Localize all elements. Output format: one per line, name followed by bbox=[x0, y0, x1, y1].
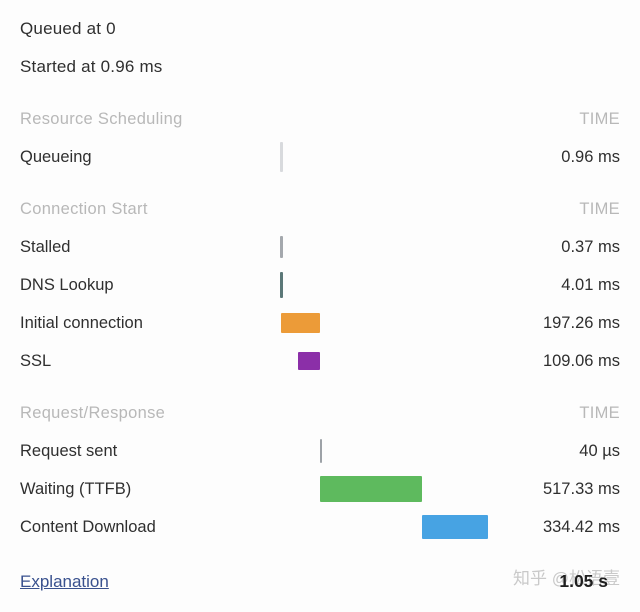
time-column-header: TIME bbox=[579, 403, 620, 422]
timing-row-label: Queueing bbox=[20, 147, 92, 166]
timing-row-label: Content Download bbox=[20, 517, 156, 536]
timing-row: Waiting (TTFB) 517.33 ms bbox=[20, 470, 620, 508]
watermark: 知乎 @松语壹 bbox=[513, 569, 620, 588]
timing-bar bbox=[281, 313, 320, 333]
section-title: Connection Start bbox=[20, 199, 148, 218]
timing-bar bbox=[298, 352, 320, 370]
timing-row-label: Waiting (TTFB) bbox=[20, 479, 132, 498]
timing-bar bbox=[280, 236, 283, 258]
timing-track bbox=[280, 138, 485, 176]
timing-row: Stalled 0.37 ms bbox=[20, 228, 620, 266]
timing-row: Initial connection 197.26 ms bbox=[20, 304, 620, 342]
explanation-link[interactable]: Explanation bbox=[20, 572, 109, 591]
timing-row: SSL 109.06 ms bbox=[20, 342, 620, 380]
timing-row: Request sent 40 µs bbox=[20, 432, 620, 470]
timing-section: Request/Response TIME Request sent 40 µs… bbox=[20, 394, 620, 546]
timing-row-value: 4.01 ms bbox=[561, 275, 620, 294]
timing-bar bbox=[280, 142, 283, 172]
section-rows: Stalled 0.37 ms DNS Lookup 4.01 ms Initi… bbox=[20, 228, 620, 380]
section-rows: Queueing 0.96 ms bbox=[20, 138, 620, 176]
timing-row-value: 334.42 ms bbox=[542, 517, 620, 536]
timing-section-header: Resource Scheduling TIME bbox=[20, 100, 620, 138]
timing-row: Content Download 334.42 ms bbox=[20, 508, 620, 546]
timing-track bbox=[280, 508, 488, 546]
timing-bar bbox=[421, 515, 488, 539]
timing-row-value: 197.26 ms bbox=[542, 313, 620, 332]
timing-row: Queueing 0.96 ms bbox=[20, 138, 620, 176]
timing-track bbox=[280, 470, 485, 508]
timing-bar bbox=[319, 476, 422, 502]
timing-section-header: Request/Response TIME bbox=[20, 394, 620, 432]
timing-bar bbox=[280, 272, 283, 298]
timing-row-value: 517.33 ms bbox=[542, 479, 620, 498]
timing-row-label: Initial connection bbox=[20, 313, 143, 332]
timing-row-label: Request sent bbox=[20, 441, 118, 460]
section-title: Request/Response bbox=[20, 403, 166, 422]
timing-section-header: Connection Start TIME bbox=[20, 190, 620, 228]
section-rows: Request sent 40 µs Waiting (TTFB) 517.33… bbox=[20, 432, 620, 546]
section-title: Resource Scheduling bbox=[20, 109, 183, 128]
footer: Explanation 知乎 @松语壹 1.05 s bbox=[20, 562, 620, 602]
timing-row-value: 40 µs bbox=[579, 441, 620, 460]
timing-row-value: 109.06 ms bbox=[542, 351, 620, 370]
sections: Resource Scheduling TIME Queueing 0.96 m… bbox=[20, 100, 620, 546]
timing-row-value: 0.37 ms bbox=[561, 237, 620, 256]
timing-row-label: SSL bbox=[20, 351, 52, 370]
timing-row: DNS Lookup 4.01 ms bbox=[20, 266, 620, 304]
total-time-area: 知乎 @松语壹 1.05 s bbox=[470, 562, 620, 602]
started-at-label: Started at 0.96 ms bbox=[20, 57, 163, 76]
timing-track bbox=[280, 304, 485, 342]
timing-section: Connection Start TIME Stalled 0.37 ms DN… bbox=[20, 190, 620, 380]
timing-track bbox=[280, 342, 485, 380]
timing-row-label: DNS Lookup bbox=[20, 275, 114, 294]
timing-track bbox=[280, 432, 485, 470]
queued-at-label: Queued at 0 bbox=[20, 19, 116, 38]
total-time: 1.05 s bbox=[559, 571, 608, 591]
timing-track bbox=[280, 266, 485, 304]
timing-row-label: Stalled bbox=[20, 237, 71, 256]
timing-bar bbox=[319, 439, 323, 463]
timing-track bbox=[280, 228, 485, 266]
timing-row-value: 0.96 ms bbox=[561, 147, 620, 166]
time-column-header: TIME bbox=[579, 199, 620, 218]
timing-section: Resource Scheduling TIME Queueing 0.96 m… bbox=[20, 100, 620, 176]
time-column-header: TIME bbox=[579, 109, 620, 128]
